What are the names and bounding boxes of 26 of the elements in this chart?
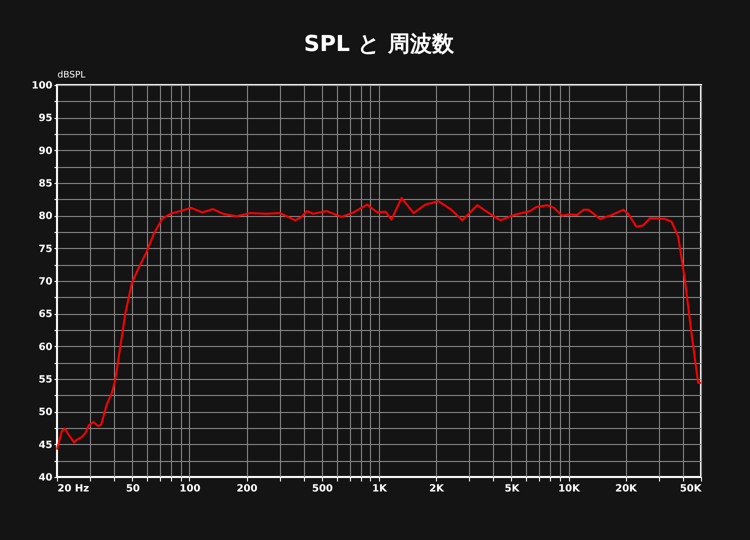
x-tick-label: 5K — [504, 484, 521, 494]
x-tick-label: 2K — [429, 484, 446, 494]
y-tick-label: 95 — [38, 113, 53, 124]
y-tick-label: 50 — [38, 407, 53, 418]
x-tick-label: 20K — [615, 484, 638, 494]
y-tick-label: 90 — [38, 146, 53, 157]
y-tick-label: 40 — [38, 472, 53, 484]
y-tick-label: 65 — [38, 309, 53, 320]
y-tick-label: 75 — [38, 244, 53, 255]
x-tick-label: 1K — [372, 484, 388, 494]
x-tick-label: 100 — [180, 484, 200, 494]
x-tick-label: 500 — [312, 484, 333, 494]
y-tick-label: 45 — [38, 440, 53, 451]
x-tick-label: 10K — [558, 484, 582, 494]
x-tick-label: 200 — [236, 484, 258, 494]
y-tick-label: 85 — [38, 178, 53, 190]
x-tick-label: 50K — [680, 484, 703, 494]
y-axis-title: dBSPL — [58, 70, 86, 80]
y-tick-label: 80 — [38, 211, 53, 222]
y-tick-label: 100 — [32, 80, 53, 92]
y-tick-label: 60 — [38, 342, 53, 353]
x-tick-label: 20 Hz — [58, 484, 90, 494]
y-tick-label: 70 — [38, 276, 53, 288]
x-tick-label: 50 — [126, 484, 140, 494]
y-tick-label: 55 — [38, 374, 53, 386]
chart-title: SPL と 周波数 — [304, 32, 456, 57]
